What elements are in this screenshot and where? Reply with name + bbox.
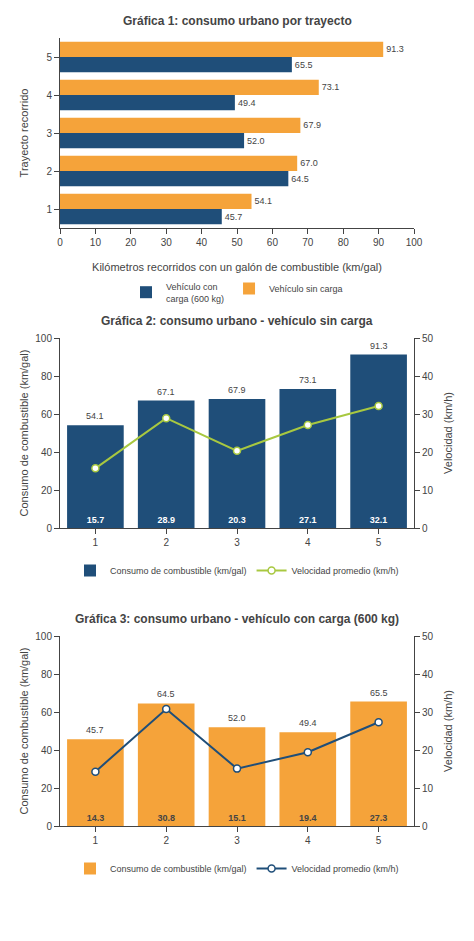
- svg-text:2: 2: [163, 537, 169, 548]
- svg-text:2: 2: [46, 166, 52, 177]
- svg-text:40: 40: [41, 745, 53, 756]
- svg-text:70: 70: [302, 237, 314, 248]
- svg-text:40: 40: [422, 669, 434, 680]
- svg-text:Consumo de combustible (km/gal: Consumo de combustible (km/gal): [110, 566, 247, 576]
- svg-text:Gráfica 2: consumo urbano - ve: Gráfica 2: consumo urbano - vehículo sin…: [101, 314, 373, 328]
- svg-text:5: 5: [46, 52, 52, 63]
- svg-text:0: 0: [57, 237, 63, 248]
- svg-text:40: 40: [41, 447, 53, 458]
- svg-text:67.9: 67.9: [303, 120, 321, 130]
- svg-text:67.9: 67.9: [228, 385, 246, 395]
- svg-text:100: 100: [35, 631, 52, 642]
- svg-text:3: 3: [234, 537, 240, 548]
- svg-text:Consumo de combustible (km/gal: Consumo de combustible (km/gal): [18, 648, 30, 815]
- svg-text:54.1: 54.1: [86, 411, 104, 421]
- svg-text:49.4: 49.4: [299, 718, 317, 728]
- svg-text:4: 4: [46, 90, 52, 101]
- svg-text:1: 1: [93, 835, 99, 846]
- svg-text:60: 60: [41, 409, 53, 420]
- svg-text:20.3: 20.3: [228, 515, 246, 525]
- svg-text:30: 30: [422, 409, 434, 420]
- svg-text:67.0: 67.0: [300, 158, 318, 168]
- svg-text:Vehículo sin carga: Vehículo sin carga: [269, 284, 343, 294]
- svg-text:45.7: 45.7: [86, 725, 104, 735]
- svg-text:91.3: 91.3: [386, 44, 404, 54]
- svg-text:0: 0: [46, 821, 52, 832]
- svg-text:20: 20: [41, 783, 53, 794]
- svg-text:10: 10: [422, 783, 434, 794]
- svg-text:Consumo de combustible (km/gal: Consumo de combustible (km/gal): [110, 864, 247, 874]
- svg-text:Consumo de combustible (km/gal: Consumo de combustible (km/gal): [18, 350, 30, 517]
- svg-text:50: 50: [422, 631, 434, 642]
- svg-text:80: 80: [41, 669, 53, 680]
- svg-text:80: 80: [41, 371, 53, 382]
- svg-text:Velocidad (km/h): Velocidad (km/h): [442, 690, 454, 772]
- svg-text:54.1: 54.1: [255, 196, 273, 206]
- svg-text:Velocidad (km/h): Velocidad (km/h): [442, 392, 454, 474]
- svg-text:5: 5: [376, 537, 382, 548]
- svg-text:0: 0: [422, 523, 428, 534]
- svg-text:52.0: 52.0: [228, 713, 246, 723]
- svg-text:90: 90: [373, 237, 385, 248]
- svg-text:15.7: 15.7: [87, 515, 105, 525]
- svg-text:27.1: 27.1: [299, 515, 317, 525]
- svg-text:30.8: 30.8: [157, 813, 175, 823]
- svg-text:32.1: 32.1: [370, 515, 388, 525]
- svg-text:4: 4: [305, 537, 311, 548]
- svg-text:14.3: 14.3: [87, 813, 105, 823]
- svg-text:20: 20: [422, 745, 434, 756]
- svg-text:67.1: 67.1: [157, 387, 175, 397]
- svg-text:100: 100: [35, 333, 52, 344]
- svg-text:0: 0: [422, 821, 428, 832]
- svg-text:3: 3: [46, 128, 52, 139]
- svg-text:27.3: 27.3: [370, 813, 388, 823]
- svg-text:60: 60: [267, 237, 279, 248]
- svg-text:52.0: 52.0: [247, 136, 265, 146]
- svg-text:15.1: 15.1: [228, 813, 246, 823]
- svg-text:91.3: 91.3: [370, 341, 388, 351]
- svg-text:3: 3: [234, 835, 240, 846]
- svg-text:40: 40: [196, 237, 208, 248]
- svg-text:Velocidad promedio (km/h): Velocidad promedio (km/h): [292, 864, 399, 874]
- svg-text:100: 100: [406, 237, 423, 248]
- svg-text:64.5: 64.5: [291, 174, 309, 184]
- svg-text:28.9: 28.9: [157, 515, 175, 525]
- svg-text:80: 80: [338, 237, 350, 248]
- svg-text:30: 30: [422, 707, 434, 718]
- svg-text:20: 20: [422, 447, 434, 458]
- svg-text:64.5: 64.5: [157, 689, 175, 699]
- svg-text:5: 5: [376, 835, 382, 846]
- svg-text:1: 1: [46, 204, 52, 215]
- svg-text:65.5: 65.5: [370, 688, 388, 698]
- svg-text:50: 50: [231, 237, 243, 248]
- svg-text:10: 10: [422, 485, 434, 496]
- svg-text:50: 50: [422, 333, 434, 344]
- svg-text:10: 10: [90, 237, 102, 248]
- svg-text:73.1: 73.1: [299, 375, 317, 385]
- svg-text:Gráfica 3: consumo urbano - ve: Gráfica 3: consumo urbano - vehículo con…: [75, 612, 399, 626]
- svg-text:Velocidad promedio (km/h): Velocidad promedio (km/h): [292, 566, 399, 576]
- svg-text:Trayecto recorrido: Trayecto recorrido: [18, 89, 30, 178]
- svg-text:Kilómetros recorridos con un g: Kilómetros recorridos con un galón de co…: [92, 261, 382, 273]
- svg-text:0: 0: [46, 523, 52, 534]
- svg-text:60: 60: [41, 707, 53, 718]
- svg-text:1: 1: [93, 537, 99, 548]
- svg-text:20: 20: [125, 237, 137, 248]
- svg-text:73.1: 73.1: [322, 82, 340, 92]
- svg-text:40: 40: [422, 371, 434, 382]
- svg-text:45.7: 45.7: [225, 212, 243, 222]
- svg-text:30: 30: [161, 237, 173, 248]
- svg-text:Gráfica 1: consumo urbano por: Gráfica 1: consumo urbano por trayecto: [123, 14, 352, 28]
- svg-text:Vehículo concarga (600 kg): Vehículo concarga (600 kg): [166, 282, 224, 304]
- svg-text:20: 20: [41, 485, 53, 496]
- svg-text:49.4: 49.4: [238, 98, 256, 108]
- svg-text:4: 4: [305, 835, 311, 846]
- svg-text:2: 2: [163, 835, 169, 846]
- svg-text:65.5: 65.5: [295, 60, 313, 70]
- svg-text:19.4: 19.4: [299, 813, 317, 823]
